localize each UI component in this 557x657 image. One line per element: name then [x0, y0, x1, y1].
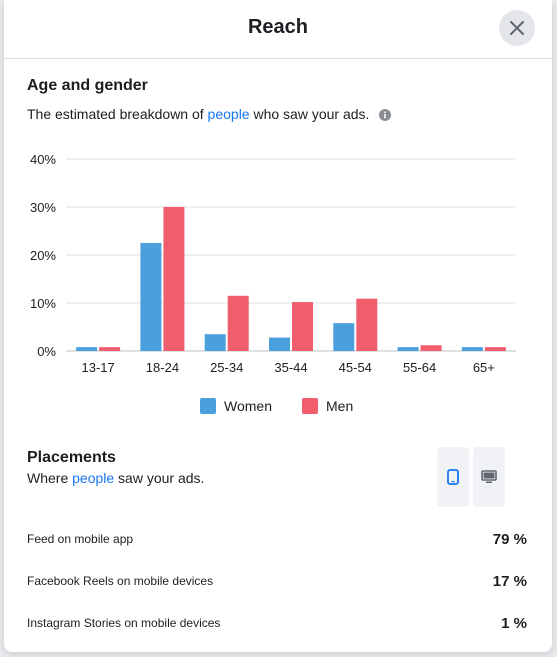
bar-women-13-17: [76, 347, 98, 351]
placements-desc-prefix: Where: [27, 470, 73, 486]
bar-women-65+: [461, 347, 483, 351]
mobile-device-button[interactable]: [437, 447, 469, 507]
placement-label: Feed on mobile app: [27, 532, 134, 546]
x-tick-label: 25-34: [210, 360, 243, 375]
mobile-icon: [447, 469, 459, 485]
placement-row-feed: Feed on mobile app 79 %: [27, 518, 527, 560]
age-gender-title: Age and gender: [27, 77, 148, 94]
close-button[interactable]: [499, 10, 535, 46]
info-icon[interactable]: [379, 109, 392, 121]
age-gender-chart: 40% 30% 20% 10% 0% 13-17 18-24 25-34 35-44 45-54 5…: [30, 152, 516, 375]
legend-men-label: Men: [326, 398, 354, 414]
y-tick-label: 30%: [30, 200, 56, 215]
y-tick-label: 40%: [30, 152, 56, 167]
dialog-header: Reach: [4, 0, 552, 59]
legend-men-swatch: [302, 398, 318, 414]
x-tick-label: 18-24: [146, 360, 179, 375]
x-tick-label: 55-64: [403, 360, 436, 375]
x-tick-label: 65+: [473, 360, 495, 375]
bar-men-18-24: [163, 207, 185, 351]
bar-women-25-34: [204, 334, 226, 351]
placement-value: 17 %: [492, 572, 527, 590]
people-link[interactable]: people: [207, 106, 250, 122]
legend-women: Women: [200, 398, 272, 414]
dialog-title: Reach: [247, 16, 309, 38]
x-tick-label: 45-54: [339, 360, 372, 375]
desktop-device-button[interactable]: [473, 447, 505, 507]
bar-men-45-54: [356, 298, 378, 351]
bar-women-18-24: [140, 243, 162, 351]
y-tick-label: 20%: [30, 248, 56, 263]
age-gender-desc-suffix: who saw your ads.: [249, 106, 370, 122]
placements-description: Where people saw your ads.: [27, 470, 204, 486]
legend-women-label: Women: [224, 398, 272, 414]
y-tick-label: 10%: [30, 296, 56, 311]
y-tick-label: 0%: [37, 344, 56, 359]
age-gender-desc-prefix: The estimated breakdown of: [27, 106, 208, 122]
age-gender-description: The estimated breakdown of people who sa…: [27, 106, 392, 122]
placement-row-reels: Facebook Reels on mobile devices 17 %: [27, 560, 527, 602]
legend-men: Men: [302, 398, 353, 414]
placement-value: 1 %: [501, 614, 527, 632]
bar-women-45-54: [333, 323, 355, 351]
bar-men-13-17: [99, 347, 121, 351]
placement-label: Facebook Reels on mobile devices: [27, 574, 214, 588]
bar-women-35-44: [269, 337, 290, 351]
placement-value: 79 %: [492, 530, 527, 548]
bar-men-55-64: [420, 345, 442, 351]
bar-men-35-44: [292, 302, 313, 351]
bar-men-25-34: [227, 295, 249, 351]
desktop-icon: [481, 470, 497, 483]
placement-row-stories: Instagram Stories on mobile devices 1 %: [27, 602, 527, 644]
bar-men-65+: [484, 347, 506, 351]
close-icon: [510, 21, 524, 35]
legend-women-swatch: [200, 398, 216, 414]
placement-label: Instagram Stories on mobile devices: [27, 616, 221, 630]
placements-title: Placements: [27, 449, 116, 466]
x-tick-label: 13-17: [82, 360, 115, 375]
x-tick-label: 35-44: [274, 360, 307, 375]
bar-women-55-64: [397, 347, 419, 351]
placements-people-link[interactable]: people: [72, 470, 115, 486]
reach-dialog: Reach Age and gender The estimated break…: [4, 0, 552, 652]
placements-desc-suffix: saw your ads.: [114, 470, 205, 486]
